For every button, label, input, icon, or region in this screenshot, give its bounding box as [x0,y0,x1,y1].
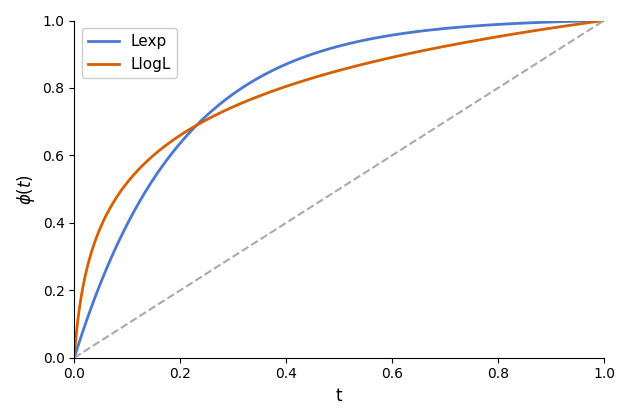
LlogL [585,20,592,25]
Lexp [488,22,495,27]
Lexp [98,279,105,284]
Lexp [600,18,608,23]
Line: LlogL: LlogL [74,21,604,358]
X-axis label: t: t [336,387,342,405]
LlogL [98,223,105,228]
LlogL [328,70,336,75]
Legend: Lexp, LlogL: Lexp, LlogL [82,28,177,78]
LlogL [488,35,495,40]
Lexp [314,50,321,55]
Lexp [71,355,78,360]
LlogL [600,18,608,23]
LlogL [71,355,78,360]
Line: Lexp: Lexp [74,21,604,358]
Lexp [585,18,592,24]
Lexp [585,18,592,24]
LlogL [314,74,321,79]
Lexp [328,45,336,50]
LlogL [585,20,592,25]
Y-axis label: $\phi(t)$: $\phi(t)$ [15,173,37,205]
